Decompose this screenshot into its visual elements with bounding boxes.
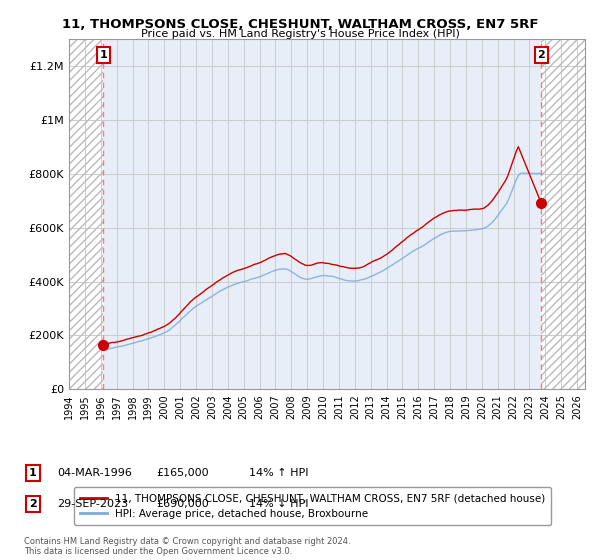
- Text: 14% ↓ HPI: 14% ↓ HPI: [249, 499, 308, 509]
- Text: 2: 2: [29, 499, 37, 509]
- Bar: [69, 39, 103, 389]
- Text: This data is licensed under the Open Government Licence v3.0.: This data is licensed under the Open Gov…: [24, 548, 292, 557]
- Text: £165,000: £165,000: [156, 468, 209, 478]
- Text: 11, THOMPSONS CLOSE, CHESHUNT, WALTHAM CROSS, EN7 5RF: 11, THOMPSONS CLOSE, CHESHUNT, WALTHAM C…: [62, 18, 538, 31]
- Bar: [541, 39, 585, 389]
- Text: 14% ↑ HPI: 14% ↑ HPI: [249, 468, 308, 478]
- Text: 1: 1: [100, 50, 107, 60]
- Bar: [69, 39, 103, 389]
- Text: 2: 2: [538, 50, 545, 60]
- Text: Contains HM Land Registry data © Crown copyright and database right 2024.: Contains HM Land Registry data © Crown c…: [24, 538, 350, 547]
- Text: 29-SEP-2023: 29-SEP-2023: [57, 499, 128, 509]
- Text: 1: 1: [29, 468, 37, 478]
- Text: £690,000: £690,000: [156, 499, 209, 509]
- Bar: [541, 39, 585, 389]
- Text: Price paid vs. HM Land Registry's House Price Index (HPI): Price paid vs. HM Land Registry's House …: [140, 29, 460, 39]
- Text: 04-MAR-1996: 04-MAR-1996: [57, 468, 132, 478]
- Legend: 11, THOMPSONS CLOSE, CHESHUNT, WALTHAM CROSS, EN7 5RF (detached house), HPI: Ave: 11, THOMPSONS CLOSE, CHESHUNT, WALTHAM C…: [74, 487, 551, 525]
